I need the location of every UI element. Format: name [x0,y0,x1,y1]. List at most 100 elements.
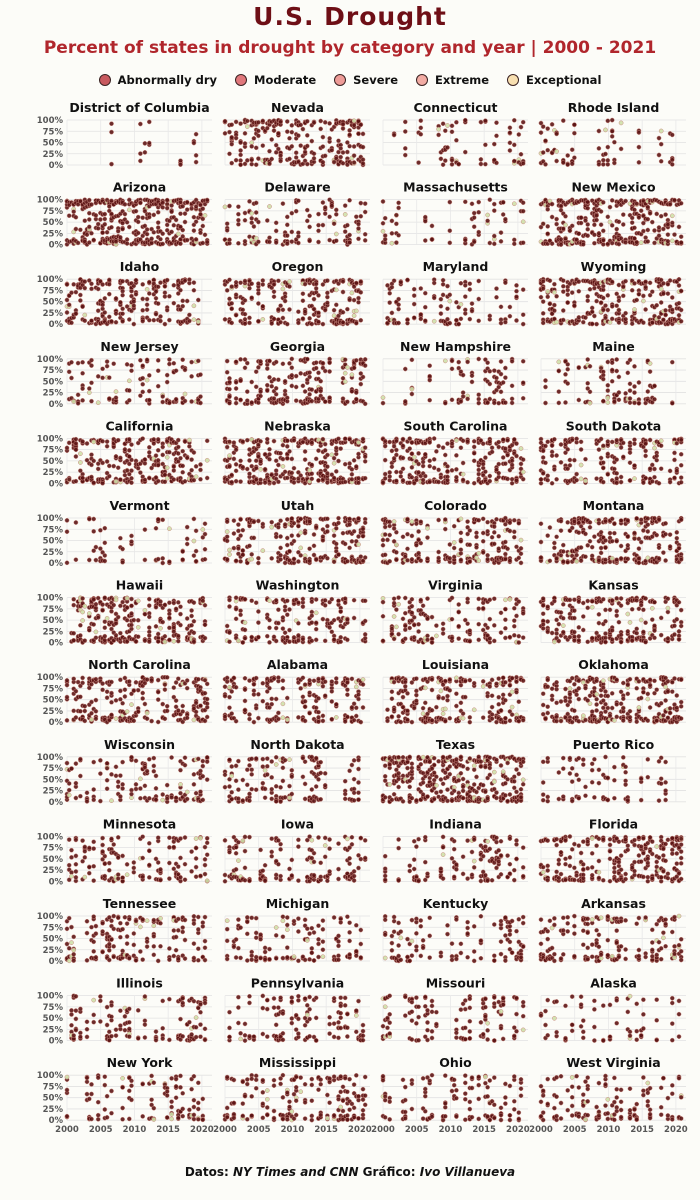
data-point [474,530,479,536]
data-point [362,459,368,464]
legend-label: Abnormally dry [117,73,218,87]
data-point [236,217,241,223]
data-point [247,458,252,463]
data-point [565,300,571,305]
data-point [503,280,508,286]
data-point [113,239,119,244]
data-point [554,534,559,540]
data-point [102,558,108,564]
data-point [140,282,146,287]
data-point [113,319,119,325]
data-point [560,278,566,283]
data-point [269,556,275,561]
data-point [445,283,450,289]
data-point [256,291,261,296]
data-point [576,279,582,284]
data-point [356,451,361,457]
data-point [658,466,664,472]
data-point [558,442,564,447]
y-tick-label: 25% [43,627,64,637]
data-point [182,439,188,444]
data-point [638,240,644,245]
data-point [543,162,548,167]
data-point [140,318,146,324]
data-point [160,205,166,210]
data-point [451,540,457,545]
data-point [164,205,170,211]
data-point [672,450,677,456]
data-point [78,227,83,233]
data-point [269,137,275,142]
data-point [605,359,611,365]
data-point [485,556,490,562]
data-point [589,553,595,559]
data-point [569,437,575,443]
data-point [478,119,484,125]
data-point [80,439,85,444]
facet-title: Oregon [272,259,324,274]
data-point [514,318,519,323]
data-point [598,545,604,551]
data-point [623,198,628,204]
data-point [454,119,459,125]
data-point [340,121,346,127]
data-point [86,224,92,230]
data-point [647,369,653,374]
data-point [503,551,508,557]
data-point [242,141,248,146]
data-point [605,118,611,124]
data-point [193,558,199,564]
data-point [287,279,292,284]
data-point [605,162,611,167]
data-point [236,528,241,534]
data-point [454,317,459,323]
data-point [389,218,395,224]
chart-subtitle: Percent of states in drought by category… [43,38,657,58]
data-point [155,368,161,374]
data-point [102,553,108,558]
data-point [587,389,593,395]
data-point [578,545,584,550]
data-point [445,477,450,483]
data-point [636,291,642,297]
data-point [126,397,132,403]
data-point [498,359,504,364]
data-point [325,290,330,296]
data-point [227,203,232,209]
y-tick-label: 50% [43,377,64,387]
data-point [327,395,332,400]
data-point [282,298,288,304]
data-point [184,455,190,461]
data-point [276,462,281,468]
data-point [135,219,141,225]
data-point [82,218,88,224]
data-point [251,136,257,141]
data-point [462,237,468,243]
data-point [382,476,388,481]
data-point [509,383,515,389]
data-point [256,281,261,286]
data-point [80,370,85,376]
data-point [674,530,680,535]
legend-swatch [416,74,428,86]
data-point [487,478,493,484]
data-point [632,441,637,447]
data-point [146,450,152,455]
data-point [316,370,321,376]
data-point [131,321,137,327]
data-point [560,559,566,564]
y-tick-label: 50% [43,298,64,308]
data-point [73,520,79,525]
data-point [625,556,631,562]
data-point [307,213,312,219]
data-point [327,214,332,220]
data-point [233,119,239,125]
data-point [298,516,304,522]
data-point [465,519,470,524]
data-point [293,150,299,156]
data-point [162,321,168,327]
data-point [66,302,72,308]
data-point [540,299,546,304]
data-point [291,480,297,485]
